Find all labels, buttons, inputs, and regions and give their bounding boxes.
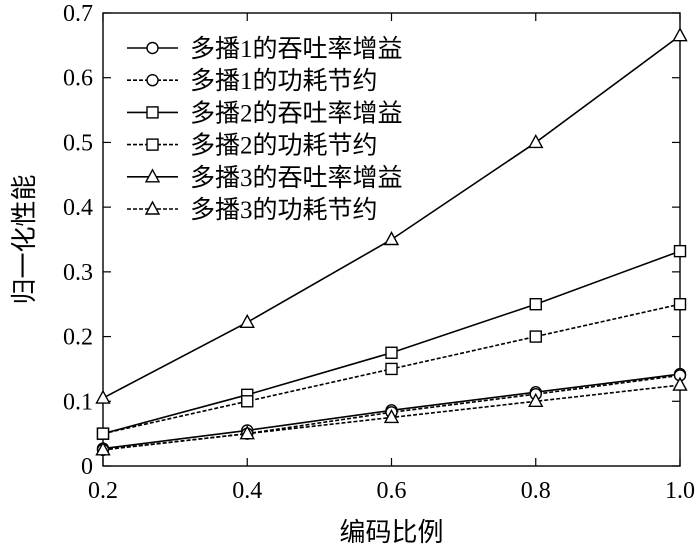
x-tick-label: 0.6 (377, 478, 407, 504)
y-tick-label: 0.4 (63, 195, 93, 221)
legend-item-1: 多播1的吞吐率增益 (127, 35, 403, 63)
legend-marker-circle (146, 41, 159, 55)
legend-label: 多播3的功耗节约 (190, 196, 378, 224)
data-point (95, 389, 111, 404)
data-point (385, 362, 398, 376)
y-tick-label: 0.2 (63, 325, 93, 351)
y-tick-label: 0.3 (63, 260, 93, 286)
y-tick-label: 0 (81, 454, 93, 480)
legend-item-5: 多播3的吞吐率增益 (127, 164, 403, 192)
x-tick-label: 0.4 (232, 478, 262, 504)
legend-marker-circle (146, 73, 159, 87)
legend-label: 多播3的吞吐率增益 (190, 164, 403, 192)
y-tick-label: 0.5 (63, 130, 93, 156)
legend-label: 多播1的吞吐率增益 (190, 35, 403, 63)
data-point (672, 27, 688, 42)
y-axis: 0 0.1 0.2 0.3 0.4 0.5 0.6 0.7 (63, 1, 680, 480)
legend-label: 多播2的功耗节约 (190, 132, 378, 160)
x-tick-label: 1.0 (665, 478, 695, 504)
data-point (96, 427, 110, 440)
data-point (385, 346, 398, 359)
x-axis-label: 编码比例 (339, 518, 443, 547)
data-point (95, 441, 111, 456)
data-point (239, 313, 255, 329)
legend-marker-triangle (144, 168, 161, 183)
data-point (528, 392, 544, 407)
data-point (241, 395, 254, 408)
legend-marker-square (146, 106, 159, 119)
legend-label: 多播2的吞吐率增益 (190, 99, 403, 127)
data-point (383, 231, 400, 246)
data-point (529, 298, 542, 311)
data-point (529, 330, 542, 343)
legend-item-6: 多播3的功耗节约 (127, 196, 378, 224)
data-point (383, 408, 400, 424)
x-tick-label: 0.8 (521, 478, 551, 504)
legend-item-3: 多播2的吞吐率增益 (127, 99, 403, 127)
legend-label: 多播1的功耗节约 (190, 67, 378, 95)
data-point (528, 133, 544, 149)
y-tick-label: 0.1 (63, 389, 93, 415)
y-axis-label: 归一化性能 (10, 174, 39, 304)
legend-item-2: 多播1的功耗节约 (127, 67, 378, 95)
legend-marker-square (146, 138, 159, 151)
data-point (239, 425, 255, 440)
data-point (672, 376, 688, 391)
y-tick-label: 0.6 (63, 66, 93, 92)
series-4 (96, 298, 687, 440)
series-5 (95, 27, 688, 404)
x-axis: 0.2 0.4 0.6 0.8 1.0 (88, 13, 695, 504)
data-point (673, 244, 687, 258)
series-6 (95, 376, 688, 456)
y-tick-label: 0.7 (63, 1, 93, 27)
legend-marker-triangle (144, 200, 161, 215)
x-tick-label: 0.2 (88, 478, 118, 504)
legend: 多播1的吞吐率增益多播1的功耗节约多播2的吞吐率增益多播2的功耗节约多播3的吞吐… (127, 35, 403, 224)
legend-item-4: 多播2的功耗节约 (127, 132, 378, 160)
series-layer (95, 27, 688, 457)
data-point (673, 298, 687, 311)
